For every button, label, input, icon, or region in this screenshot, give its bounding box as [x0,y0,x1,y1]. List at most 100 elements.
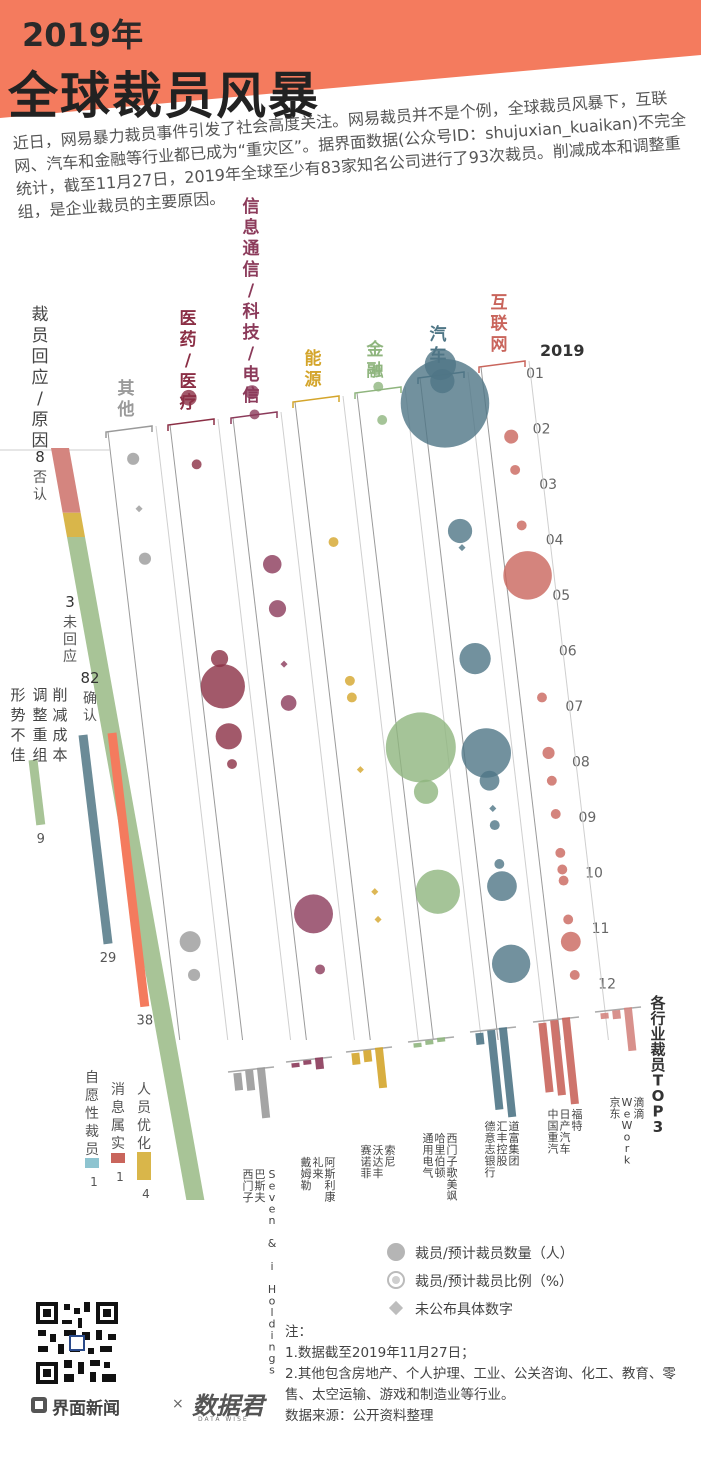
brand-datawise-sub: DATA WISE [198,1416,249,1423]
char: 丰 [373,1167,384,1180]
char: i [270,1329,273,1342]
top3-company-name: 滴滴 [634,1095,645,1121]
char: 通 [423,1132,434,1145]
minor-reason-bar [111,1153,125,1163]
char: / [248,344,255,364]
legend-label: 未公布具体数字 [415,1302,513,1318]
event-bubble [459,642,491,675]
char: 京 [610,1095,621,1109]
minor-reason-value: 1 [90,1175,98,1189]
top3-bar [363,1049,373,1063]
top3-bracket [227,1066,275,1073]
char: 来 [313,1168,324,1181]
industry-axis-guide [155,425,229,1041]
top3-bar [374,1047,388,1089]
minor-reason-bar [85,1158,99,1168]
industry-axis-guide [467,371,547,1041]
char: 丰 [497,1132,508,1145]
char: 网 [491,335,508,355]
char: 联 [491,314,508,334]
char: 福 [572,1107,583,1121]
char: 原 [32,410,49,430]
char: 佳 [10,746,25,764]
event-bubble [344,675,355,686]
response-bar-segment [62,512,86,537]
event-bubble [461,728,511,778]
top3-bar [291,1062,300,1068]
char: 门 [447,1143,458,1157]
industry-axis-guide [217,418,292,1041]
char: 达 [373,1156,384,1169]
month-label: 09 [579,810,597,826]
header-band [0,0,701,118]
event-bubble [558,875,569,886]
event-bubble [415,869,460,914]
industry-axis-guide [280,411,355,1041]
event-bubble [550,809,561,819]
event-diamond [280,660,288,668]
top3-bar [436,1037,446,1043]
char: 金 [366,339,385,360]
event-bubble [328,537,339,547]
top3-bar [351,1052,361,1065]
response-count: 3 [65,593,75,611]
char: 技 [243,322,261,343]
event-diamond [356,766,364,774]
event-bubble [373,381,384,392]
char: 认 [83,708,97,724]
char: 顿 [435,1166,446,1180]
char: 气 [423,1166,434,1180]
brand-datawise: 数据君 [192,1392,264,1420]
month-label: 01 [526,366,544,382]
char: 人 [137,1082,151,1098]
industry-axis-auto [419,377,499,1041]
legend-ring-icon [387,1271,405,1289]
event-bubble [569,970,580,980]
industry-axis-internet [480,366,561,1041]
char: 里 [435,1144,446,1157]
event-bubble [200,664,245,709]
char: r [625,1142,630,1155]
top3-bar [413,1042,422,1048]
char: 富 [509,1131,520,1145]
notes-line-1: 1.数据截至2019年11月27日； [285,1345,475,1361]
event-bubble [244,385,259,400]
industry-axis-guide [342,395,419,1041]
notes-heading: 注： [285,1324,312,1340]
month-label: 03 [539,477,557,493]
event-bubble [138,552,152,565]
top3-company-name: 巴斯夫 [255,1168,266,1204]
industry-axis-other [107,431,181,1041]
char: 消 [111,1082,125,1098]
event-bubble [413,779,439,804]
char: 化 [137,1136,151,1152]
char: 否 [33,470,47,486]
month-label: 07 [565,699,583,715]
minor-reason-bar [137,1152,151,1180]
brand-separator: × [172,1396,184,1412]
top3-company-name: 京东 [610,1095,621,1121]
event-bubble [447,518,473,544]
event-bubble [294,894,334,934]
char: g [269,1352,276,1365]
reason-bar [28,759,46,826]
response-count: 8 [35,448,45,466]
top3-bar [550,1019,566,1096]
industry-axis-medical [169,424,244,1041]
char: 回 [63,632,77,648]
top3-bracket [469,1026,517,1033]
industry-label-internet: 互联网 [491,293,508,355]
char: 赛 [361,1143,372,1157]
char: 西 [447,1132,458,1145]
char: 美 [447,1178,458,1191]
industry-axis-telecom [232,417,307,1041]
event-bubble [268,600,287,618]
